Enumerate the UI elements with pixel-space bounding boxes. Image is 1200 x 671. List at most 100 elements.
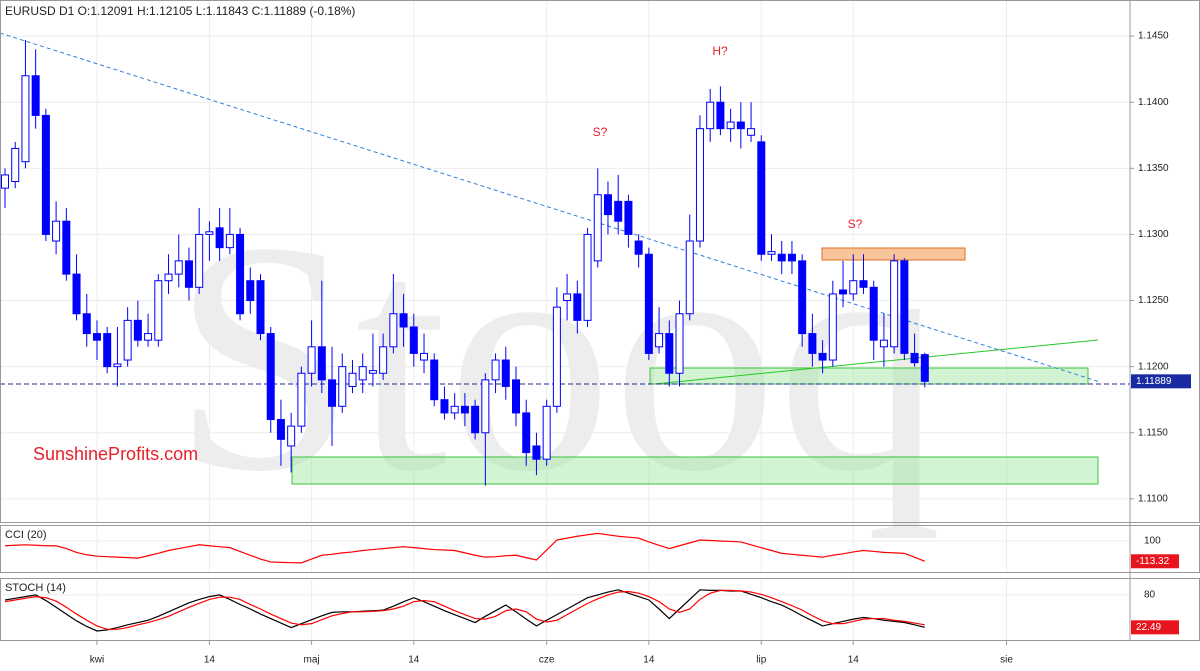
candle-body: [174, 260, 183, 275]
candle-body: [430, 359, 439, 401]
candle-body: [144, 333, 153, 341]
candle-body: [644, 253, 653, 354]
candle-body: [317, 346, 326, 381]
support-zone: [291, 456, 1099, 485]
candle-body: [685, 240, 694, 315]
candle-body: [747, 128, 756, 136]
candle-body: [910, 352, 919, 364]
candle-body: [82, 313, 91, 335]
trend-line: [654, 339, 1099, 385]
candle-body: [593, 194, 602, 262]
candle-body: [491, 359, 500, 381]
candle-body: [849, 280, 858, 295]
candle-body: [879, 339, 888, 348]
annotation: S?: [593, 125, 608, 139]
value-tag-label: 22.49: [1136, 622, 1161, 633]
candle-body: [328, 379, 337, 407]
x-tick-label: cze: [539, 655, 555, 666]
candle-body: [818, 352, 827, 361]
candle-body: [736, 121, 745, 130]
candle-body: [603, 194, 612, 216]
price-tag: [1131, 374, 1191, 389]
x-tick-label: 14: [848, 655, 860, 666]
candle-body: [624, 200, 633, 235]
candle-body: [72, 273, 81, 315]
candle-body: [512, 379, 520, 414]
candle-body: [583, 233, 592, 321]
candle-body: [777, 253, 786, 262]
candle-body: [726, 121, 735, 130]
candle-body: [859, 280, 868, 288]
x-tick-label: sie: [1000, 655, 1013, 666]
candle-body: [440, 399, 449, 414]
candle-body: [358, 366, 367, 381]
candle-body: [62, 220, 71, 275]
candle-body: [900, 260, 909, 354]
candle-body: [532, 445, 541, 460]
candle-body: [573, 293, 582, 321]
candle-body: [450, 405, 459, 414]
trend-line: [0, 32, 1101, 383]
candle-body: [716, 101, 725, 130]
candle-body: [133, 319, 142, 341]
candle-body: [225, 233, 234, 249]
candle-body: [41, 114, 50, 235]
candle-body: [123, 319, 132, 361]
x-tick-label: 14: [204, 655, 216, 666]
y-tick-label: 1.1300: [1138, 229, 1169, 240]
candle-body: [31, 75, 40, 116]
candle-body: [655, 333, 664, 348]
candle-body: [481, 379, 490, 434]
indicator-title: CCI (20): [5, 529, 47, 541]
source-label: SunshineProfits.com: [33, 444, 198, 464]
candle-body: [389, 313, 398, 348]
candle-body: [634, 240, 643, 255]
candle-body: [706, 101, 715, 130]
value-tag-label: -113.32: [1136, 556, 1170, 567]
x-tick-label: kwi: [90, 655, 104, 666]
price-tag-label: 1.11889: [1136, 376, 1172, 387]
chart-title: EURUSD D1 O:1.12091 H:1.12105 L:1.11843 …: [5, 4, 355, 18]
candle-body: [501, 359, 510, 387]
candle-body: [236, 233, 245, 315]
indicator-line: [4, 589, 925, 630]
candle-body: [798, 260, 807, 335]
candle-body: [338, 366, 347, 407]
indicator-title: STOCH (14): [5, 582, 66, 594]
y-tick-label: 1.1200: [1138, 361, 1169, 372]
candle-body: [399, 313, 408, 328]
candle-body: [522, 412, 531, 454]
candle-body: [215, 227, 224, 249]
candle-body: [409, 326, 418, 354]
x-tick-label: 14: [643, 655, 655, 666]
y-tick-label: 1.1450: [1138, 31, 1169, 42]
candle-body: [52, 220, 61, 242]
candle-body: [808, 333, 817, 354]
y-tick-label: 1.1250: [1138, 295, 1169, 306]
candle-body: [675, 313, 684, 374]
candle-body: [552, 306, 561, 407]
candle-body: [614, 200, 623, 222]
candle-body: [839, 289, 848, 295]
candle-body: [266, 333, 275, 421]
candle-body: [154, 280, 163, 341]
resistance-zone: [821, 247, 966, 261]
value-tag: [1131, 620, 1179, 635]
x-tick-label: lip: [756, 655, 766, 666]
candle-body: [287, 425, 296, 447]
y-tick-label: 1.1400: [1138, 97, 1169, 108]
candle-body: [420, 352, 429, 361]
candle-body: [890, 260, 899, 348]
y-tick-label: 1.1350: [1138, 163, 1169, 174]
value-tag: [1131, 554, 1179, 569]
candle-body: [21, 75, 30, 163]
candle-body: [368, 370, 377, 374]
candle-body: [103, 333, 112, 368]
candle-body: [92, 333, 101, 341]
y-tick-label: 80: [1144, 590, 1156, 601]
candle-body: [256, 280, 265, 335]
candle-body: [164, 273, 173, 282]
candle-body: [757, 141, 766, 255]
candle-body: [787, 253, 796, 262]
y-tick-label: 100: [1144, 536, 1161, 547]
